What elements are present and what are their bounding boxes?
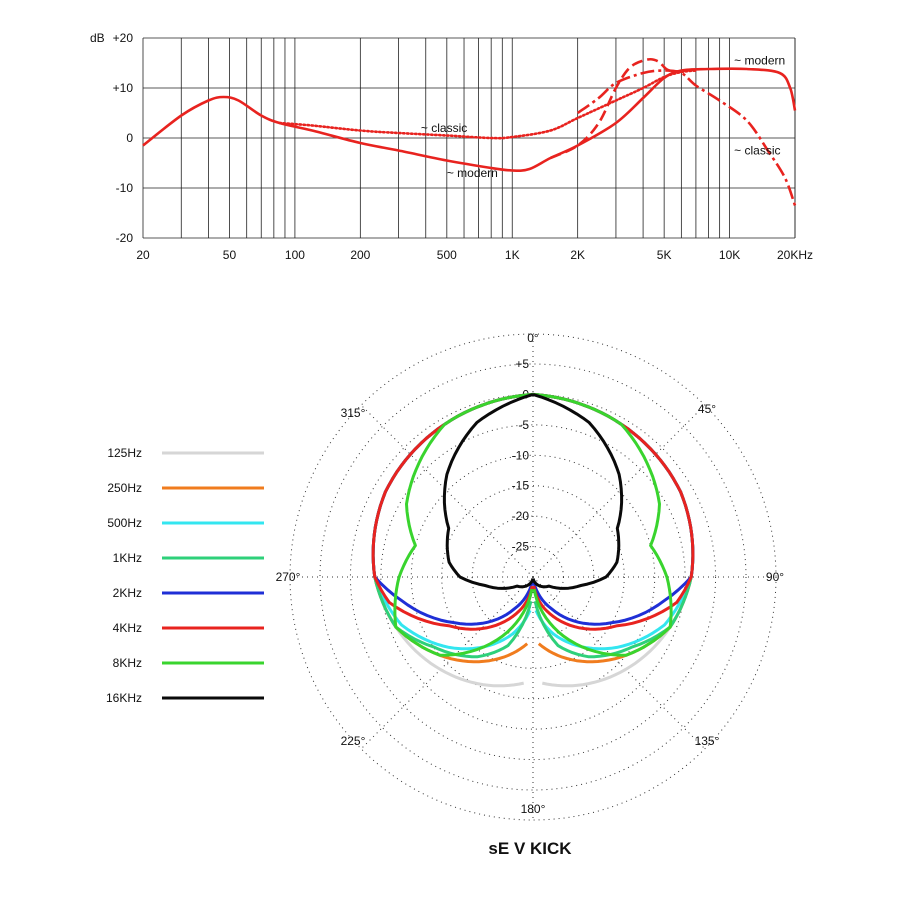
polar-ring [410,454,656,700]
x-tick-label: 50 [223,248,237,262]
radial-tick-label: +5 [515,357,529,371]
legend-label: 125Hz [107,446,142,460]
angle-label: 315° [341,406,366,420]
y-axis-label: dB [90,31,105,45]
curve-annotation: ~ modern [734,54,785,68]
response-curve-dash-dot [576,69,797,206]
polar-curve-8KHz [532,392,673,657]
legend-label: 1KHz [113,551,142,565]
y-tick-label: -10 [116,181,134,195]
x-tick-label: 20 [136,248,150,262]
polar-spoke [532,576,706,750]
angle-label: 0° [527,331,539,345]
polar-curve-500Hz [371,392,534,651]
radial-tick-label: -20 [512,509,530,523]
angle-label: 90° [766,570,784,584]
polar-legend: 125Hz 250Hz 500Hz 1KHz 2KHz 4KHz 8KHz 16KHz [106,446,264,705]
x-tick-label: 500 [437,248,457,262]
legend-label: 250Hz [107,481,142,495]
angle-label: 270° [276,570,301,584]
y-tick-label: 0 [126,131,133,145]
y-tick-label: +10 [113,81,134,95]
angle-label: 45° [698,402,716,416]
polar-curve-16KHz [531,392,624,590]
legend-label: 4KHz [113,621,142,635]
legend-label: 500Hz [107,516,142,530]
angle-label: 225° [341,734,366,748]
legend-label: 8KHz [113,656,142,670]
polar-ring [349,393,717,761]
legend-label: 2KHz [113,586,142,600]
polar-ring [380,424,686,730]
frequency-response-chart: +20 +10 0 -10 -20 dB 20 50 100 200 500 1K 2K 5K 10K 20K… [90,31,813,262]
polar-curve-500Hz [532,392,695,651]
x-tick-label: 1K [505,248,520,262]
legend-label: 16KHz [106,691,142,705]
curve-annotation: ~ classic [421,121,467,135]
radial-tick-label: -25 [512,540,530,554]
x-tick-label: 2K [570,248,585,262]
x-tick-label: 200 [350,248,370,262]
y-tick-label: +20 [113,31,134,45]
x-tick-label: 10K [719,248,740,262]
polar-curve-8KHz [393,392,534,657]
polar-ring [441,485,625,669]
polar-pattern-chart: +50-5-10-15-20-250°45°90°135°180°225°270… [276,331,784,821]
polar-curve-16KHz [442,392,535,590]
radial-tick-label: -5 [518,418,529,432]
response-curve-dotted [278,69,698,140]
x-tick-label: 20KHz [777,248,813,262]
polar-spoke [360,404,534,578]
polar-spoke [532,404,706,578]
curve-annotation: ~ classic [734,144,780,158]
polar-spoke [360,576,534,750]
y-tick-label: -20 [116,231,134,245]
x-tick-label: 5K [657,248,672,262]
response-curve-dashed [549,57,682,160]
chart-title: sE V KICK [488,839,572,858]
curve-annotation: ~ modern [447,166,498,180]
radial-tick-label: -10 [512,448,530,462]
response-curve-solid [142,67,797,172]
radial-tick-label: -15 [512,479,530,493]
x-tick-label: 100 [285,248,305,262]
angle-label: 180° [521,802,546,816]
polar-ring [319,363,747,791]
polar-ring [289,333,777,821]
angle-label: 135° [695,734,720,748]
